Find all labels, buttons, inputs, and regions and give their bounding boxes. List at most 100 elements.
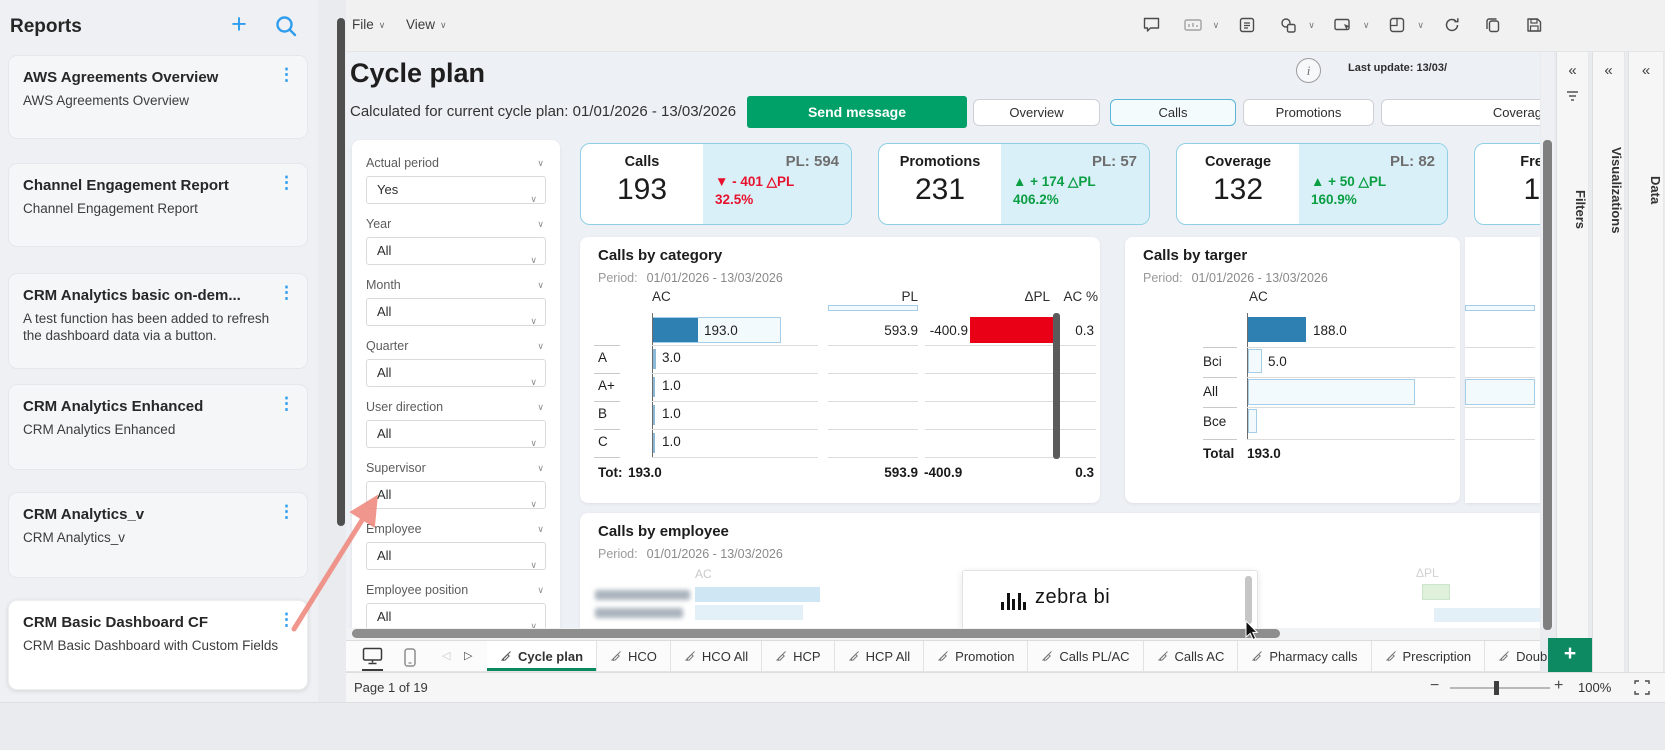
chevron-down-icon[interactable]: ∨	[537, 158, 544, 168]
chevron-down-icon[interactable]: ∨	[1308, 19, 1315, 30]
nav-button-overview[interactable]: Overview	[973, 99, 1100, 126]
column-header-pl: PL	[901, 289, 918, 304]
page-tab-hco[interactable]: HCO	[597, 641, 671, 671]
zoom-slider-track[interactable]	[1450, 687, 1550, 689]
kebab-menu-icon[interactable]: ⋮	[278, 283, 295, 302]
data-panel-collapsed[interactable]: « Data	[1628, 52, 1664, 672]
chevron-down-icon[interactable]: ∨	[537, 524, 544, 534]
toolbar-icons: ∨ ∨ ∨ ∨	[1139, 12, 1547, 38]
refresh-icon[interactable]	[1439, 12, 1465, 38]
page-tab-prescription[interactable]: Prescription	[1372, 641, 1486, 671]
page-tab-pharmacy-calls[interactable]: Pharmacy calls	[1238, 641, 1372, 671]
chart-inner-scrollbar[interactable]	[1053, 313, 1060, 459]
visualizations-panel-collapsed[interactable]: « Visualizations	[1592, 52, 1625, 672]
nav-button-promotions[interactable]: Promotions	[1243, 99, 1374, 126]
filter-dropdown[interactable]: All ∨	[366, 481, 546, 509]
chart-calls-by-target[interactable]: Calls by targer Period: 01/01/2026 - 13/0…	[1125, 237, 1460, 503]
fit-to-page-icon[interactable]	[1634, 680, 1650, 695]
popup-scrollbar[interactable]	[1245, 576, 1252, 624]
kebab-menu-icon[interactable]: ⋮	[278, 173, 295, 192]
report-card[interactable]: CRM Analytics_v CRM Analytics_v ⋮	[8, 492, 308, 578]
kpi-card-coverage[interactable]: Coverage 132 PL: 82 ▲ + 50 △PL 160.9%	[1176, 143, 1448, 225]
chevron-down-icon[interactable]: ∨	[537, 402, 544, 412]
chevron-down-icon[interactable]: ∨	[1212, 19, 1220, 30]
zebra-bi-watermark-popup[interactable]: zebra bi	[962, 570, 1258, 628]
horizontal-scrollbar-thumb[interactable]	[352, 629, 1280, 638]
expand-panel-icon[interactable]: «	[1604, 62, 1613, 79]
desktop-view-icon[interactable]	[362, 647, 383, 671]
chart-period: Period: 01/01/2026 - 13/03/2026	[1143, 271, 1328, 285]
visual-pointer-icon[interactable]	[1330, 12, 1356, 38]
nav-button-coverage[interactable]: Coverage	[1381, 99, 1540, 126]
horizontal-scrollbar[interactable]	[346, 628, 1540, 640]
report-card-selected[interactable]: CRM Basic Dashboard CF CRM Basic Dashboa…	[8, 600, 308, 690]
chevron-down-icon[interactable]: ∨	[537, 585, 544, 595]
page-tab-promotion[interactable]: Promotion	[924, 641, 1029, 671]
info-icon[interactable]: i	[1296, 58, 1321, 83]
panel-label: Visualizations	[1609, 146, 1624, 234]
page-tab-hcp[interactable]: HCP	[762, 641, 835, 671]
filters-panel-collapsed[interactable]: « Filters	[1556, 52, 1589, 672]
view-menu[interactable]: View ∨	[406, 17, 447, 32]
zoom-in-button[interactable]: +	[1554, 677, 1564, 694]
textbox-icon[interactable]	[1234, 12, 1260, 38]
kpi-card-promotions[interactable]: Promotions 231 PL: 57 ▲ + 174 △PL 406.2%	[878, 143, 1150, 225]
page-tab-calls-pl-ac[interactable]: Calls PL/AC	[1028, 641, 1144, 671]
kebab-menu-icon[interactable]: ⋮	[278, 394, 295, 413]
chevron-down-icon[interactable]: ∨	[537, 463, 544, 473]
comment-icon[interactable]	[1139, 12, 1165, 38]
page-tab-label: HCP All	[865, 648, 911, 664]
report-card[interactable]: CRM Analytics Enhanced CRM Analytics Enh…	[8, 384, 308, 470]
filter-dropdown[interactable]: All ∨	[366, 603, 546, 628]
next-page-icon[interactable]: ▷	[464, 650, 473, 662]
page-tab-hcp-all[interactable]: HCP All	[835, 641, 925, 671]
page-tab-cycle-plan[interactable]: Cycle plan	[487, 641, 598, 671]
shapes-icon[interactable]	[1275, 12, 1301, 38]
filter-dropdown[interactable]: All ∨	[366, 359, 546, 387]
zoom-slider-handle[interactable]	[1494, 681, 1499, 695]
search-icon[interactable]	[274, 14, 298, 38]
filter-dropdown[interactable]: All ∨	[366, 542, 546, 570]
expand-panel-icon[interactable]: «	[1568, 62, 1577, 79]
chevron-down-icon[interactable]: ∨	[537, 219, 544, 229]
add-page-button[interactable]: +	[1548, 638, 1592, 672]
column-header-dpl: ΔPL	[1024, 289, 1050, 304]
mobile-view-icon[interactable]	[404, 648, 416, 667]
kebab-menu-icon[interactable]: ⋮	[278, 610, 295, 629]
chevron-down-icon[interactable]: ∨	[537, 341, 544, 351]
vertical-scrollbar[interactable]	[1541, 52, 1554, 630]
copy-icon[interactable]	[1480, 12, 1506, 38]
prev-page-icon[interactable]: ◁	[442, 650, 451, 662]
report-card[interactable]: Channel Engagement Report Channel Engage…	[8, 163, 308, 247]
kpi-card-calls[interactable]: Calls 193 PL: 594 ▼ - 401 △PL 32.5%	[580, 143, 852, 225]
kpi-title: Coverage	[1204, 154, 1272, 170]
report-card[interactable]: CRM Analytics basic on-dem... A test fun…	[8, 273, 308, 369]
file-menu[interactable]: File ∨	[352, 17, 386, 32]
kpi-card-frequency[interactable]: Freq 1.	[1474, 143, 1540, 225]
vertical-scrollbar-thumb[interactable]	[1543, 140, 1552, 630]
slideshow-icon[interactable]	[1180, 12, 1206, 38]
filter-dropdown[interactable]: All ∨	[366, 298, 546, 326]
nav-button-calls[interactable]: Calls	[1110, 99, 1236, 126]
chart-calls-by-category[interactable]: Calls by category Period: 01/01/2026 - 13…	[580, 237, 1100, 503]
zoom-out-button[interactable]: −	[1430, 677, 1440, 694]
filter-dropdown[interactable]: Yes ∨	[366, 176, 546, 204]
chevron-down-icon[interactable]: ∨	[1362, 19, 1370, 30]
category-label: Bci	[1203, 354, 1222, 369]
save-icon[interactable]	[1521, 12, 1547, 38]
filter-dropdown[interactable]: All ∨	[366, 237, 546, 265]
page-tab-calls-ac[interactable]: Calls AC	[1144, 641, 1239, 671]
send-message-button[interactable]: Send message	[747, 96, 967, 128]
kebab-menu-icon[interactable]: ⋮	[278, 502, 295, 521]
chevron-down-icon[interactable]: ∨	[537, 280, 544, 290]
kpi-value: 132	[1212, 173, 1264, 206]
expand-panel-icon[interactable]: «	[1641, 62, 1651, 79]
kebab-menu-icon[interactable]: ⋮	[278, 65, 295, 84]
page-tab-hco-all[interactable]: HCO All	[671, 641, 763, 671]
add-report-button[interactable]: +	[231, 9, 247, 39]
report-card[interactable]: AWS Agreements Overview AWS Agreements O…	[8, 55, 308, 139]
chevron-down-icon[interactable]: ∨	[1417, 19, 1424, 30]
filter-dropdown[interactable]: All ∨	[366, 420, 546, 448]
sidebar-scrollbar[interactable]	[337, 18, 345, 526]
layout-icon[interactable]	[1384, 12, 1410, 38]
